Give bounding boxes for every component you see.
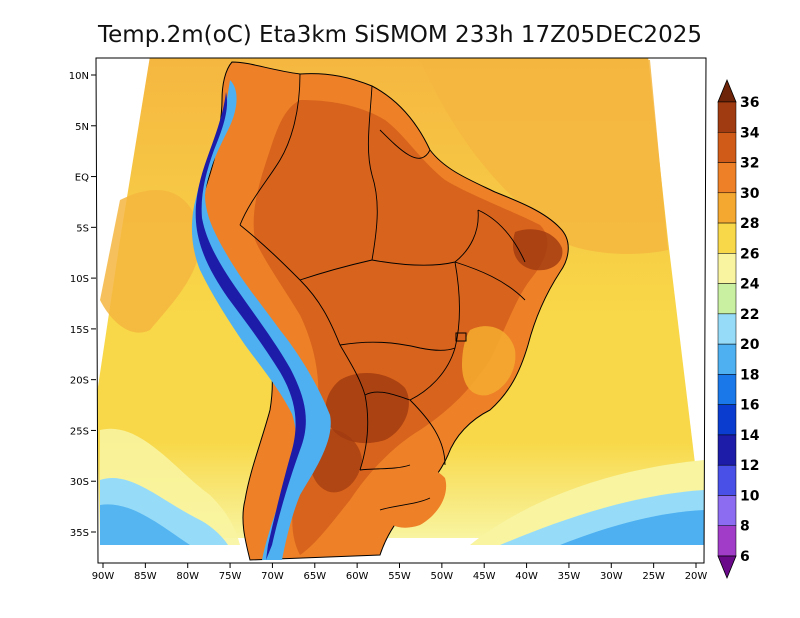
southeast-mild-zone [462,326,516,396]
lat-tick-label: 15S [70,325,89,336]
pacific-warm-zone [100,190,201,333]
colorbar-swatch [717,192,737,224]
colorbar-swatch [717,525,737,557]
lon-tick-label: 60W [346,571,369,582]
colorbar-swatch [717,343,737,375]
colorbar-label: 32 [740,156,759,172]
colorbar-swatch [717,313,737,345]
lon-tick-label: 45W [473,571,496,582]
colorbar-lower-arrow [717,555,737,580]
colorbar-label: 24 [740,277,760,293]
colorbar-label: 28 [740,216,759,232]
political-borders [239,73,526,511]
colorbar-swatch [717,253,737,284]
colorbar-swatch [717,495,737,526]
colorbar: 6 8 10 12 14 16 18 20 22 24 26 28 30 32 34 36 [717,78,760,580]
colorbar-swatch [717,464,737,496]
south-cooler-zone [373,463,447,528]
lat-tick-label: 35S [70,528,89,539]
colorbar-label: 34 [740,125,760,141]
colorbar-label: 20 [740,337,760,353]
colorbar-label: 6 [740,549,750,565]
lon-tick-label: 50W [431,571,454,582]
colorbar-swatch [717,283,737,315]
colorbar-label: 14 [740,428,760,444]
lon-tick-label: 80W [176,571,199,582]
colorbar-label: 22 [740,307,759,323]
colorbar-label: 36 [740,95,759,111]
lon-tick-label: 35W [558,571,581,582]
colorbar-upper-arrow [717,78,737,103]
lat-tick-label: 20S [70,376,89,387]
colorbar-label: 30 [740,186,760,202]
lon-tick-label: 85W [134,571,157,582]
longitude-axis: 90W 85W 80W 75W 70W 65W 60W 55W 50W 45W 40W 35W 30W 2… [92,563,708,582]
colorbar-label: 12 [740,458,759,474]
latitude-axis: 10N 5N EQ 5S 10S 15S 20S 25S 30S 35S [69,71,96,539]
atlantic-colder-zone [560,510,704,545]
lat-tick-label: 25S [70,426,89,437]
lon-tick-label: 65W [303,571,326,582]
colorbar-swatch [717,162,737,194]
lat-tick-label: EQ [75,173,89,184]
lon-tick-label: 55W [388,571,411,582]
lat-tick-label: 5N [75,122,89,133]
map-area [96,58,706,563]
colorbar-swatch [717,374,737,405]
atlantic-warm-zone [420,60,668,254]
colorbar-label: 18 [740,367,759,383]
lon-tick-label: 20W [685,571,708,582]
colorbar-swatch [717,101,737,133]
map-title: Temp.2m(oC) Eta3km SiSMOM 233h 17Z05DEC2… [97,22,702,48]
lon-tick-label: 70W [261,571,284,582]
lon-tick-label: 75W [219,571,242,582]
northeast-hottest-zone [512,229,563,271]
pacific-colder-zone [100,504,190,545]
colorbar-label: 16 [740,398,759,414]
lat-tick-label: 10S [70,274,89,285]
colorbar-label: 8 [740,519,750,535]
lat-tick-label: 5S [76,223,89,234]
lon-tick-label: 25W [642,571,665,582]
colorbar-swatch [717,434,737,466]
lon-tick-label: 90W [92,571,115,582]
colorbar-swatch [717,132,737,163]
andes-cold-strip [195,92,306,560]
colorbar-label: 26 [740,246,759,262]
reservoir-marker [455,332,467,342]
colorbar-swatch [717,222,737,254]
map-frame [95,57,707,564]
lon-tick-label: 30W [600,571,623,582]
lon-tick-label: 40W [515,571,538,582]
colorbar-label: 10 [740,488,760,504]
lat-tick-label: 10N [69,71,89,82]
colorbar-swatch [717,404,737,436]
lat-tick-label: 30S [70,477,89,488]
